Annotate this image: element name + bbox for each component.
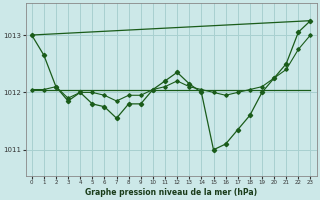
X-axis label: Graphe pression niveau de la mer (hPa): Graphe pression niveau de la mer (hPa) (85, 188, 257, 197)
